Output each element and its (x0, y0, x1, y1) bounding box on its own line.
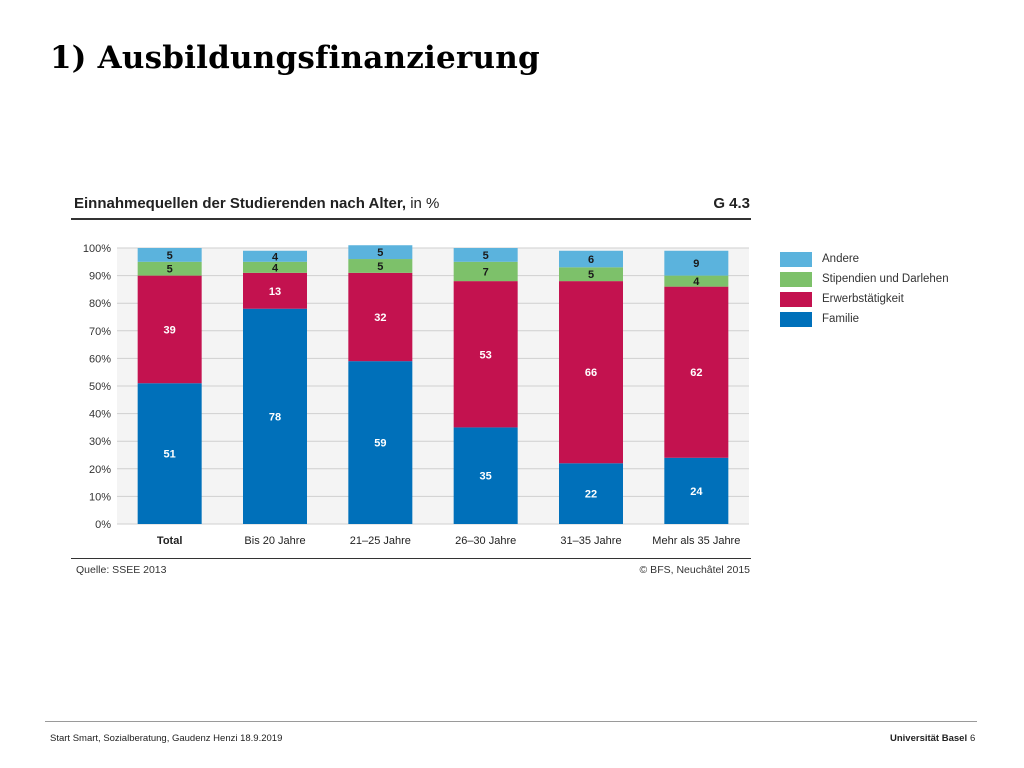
legend-item: Familie (780, 309, 949, 329)
chart-bottom-rule (71, 558, 751, 559)
bar-value-label: 5 (377, 247, 383, 259)
legend-item: Erwerbstätigkeit (780, 289, 949, 309)
legend-swatch (780, 251, 812, 267)
bar-segment (243, 272, 307, 309)
bar-value-label: 53 (480, 349, 492, 361)
bar-value-label: 39 (164, 324, 176, 336)
bar-segment (348, 245, 413, 260)
y-tick-label: 20% (89, 464, 111, 476)
y-tick-label: 90% (89, 271, 111, 283)
x-category-label: 31–35 Jahre (560, 535, 621, 547)
y-tick-label: 80% (89, 298, 111, 310)
y-tick-label: 10% (89, 491, 111, 503)
bar-value-label: 22 (585, 489, 597, 501)
x-category-label: Total (157, 535, 182, 547)
bar-segment (137, 383, 202, 524)
bar-value-label: 6 (588, 254, 594, 266)
bar-value-label: 5 (377, 261, 383, 273)
bar-segment (559, 463, 623, 524)
bar-segment (453, 248, 518, 262)
slide-title: 1) Ausbildungsfinanzierung (50, 40, 540, 76)
x-category-label: Bis 20 Jahre (244, 535, 305, 547)
bar-segment (559, 281, 623, 464)
bar-segment (559, 250, 623, 268)
y-tick-label: 100% (83, 243, 111, 255)
legend-label: Erwerbstätigkeit (822, 293, 904, 305)
bar-segment (243, 250, 307, 262)
bar-value-label: 32 (374, 312, 386, 324)
x-category-label: 21–25 Jahre (350, 535, 411, 547)
footer-text: Start Smart, Sozialberatung, Gaudenz Hen… (50, 733, 283, 744)
bar-segment (664, 457, 729, 524)
y-tick-label: 0% (95, 519, 111, 531)
legend-swatch (780, 311, 812, 327)
bar-segment (664, 286, 729, 458)
bar-value-label: 5 (483, 250, 489, 262)
bar-value-label: 24 (690, 486, 703, 498)
y-tick-label: 50% (89, 381, 111, 393)
footer-page-number: 6 (970, 733, 976, 744)
bar-segment (348, 361, 413, 524)
chart-legend: Andere Stipendien und Darlehen Erwerbstäti… (780, 249, 949, 329)
bar-value-label: 7 (483, 266, 489, 278)
y-tick-label: 40% (89, 409, 111, 421)
bar-value-label: 35 (480, 471, 492, 483)
chart-title-unit: in % (410, 195, 440, 212)
legend-swatch (780, 291, 812, 307)
bar-segment (664, 275, 729, 287)
bar-value-label: 5 (167, 264, 173, 276)
bar-value-label: 5 (588, 269, 594, 281)
legend-label: Andere (822, 253, 860, 265)
chart-copyright: © BFS, Neuchâtel 2015 (639, 564, 750, 576)
legend-swatch (780, 271, 812, 287)
y-tick-label: 70% (89, 326, 111, 338)
chart-figure: Einnahmequellen der Studierenden nach Al… (71, 190, 761, 582)
bar-value-label: 66 (585, 367, 597, 379)
bar-segment (137, 261, 202, 276)
y-tick-label: 30% (89, 436, 111, 448)
legend-label: Stipendien und Darlehen (822, 273, 949, 285)
chart-source: Quelle: SSEE 2013 (76, 564, 167, 576)
bar-value-label: 51 (164, 449, 176, 461)
bar-value-label: 13 (269, 286, 281, 298)
bar-value-label: 4 (272, 262, 279, 274)
bar-segment (453, 261, 518, 282)
chart-code: G 4.3 (713, 195, 750, 212)
chart-plot: 0%10%20%30%40%50%60%70%80%90%100%513955T… (83, 243, 749, 547)
bar-segment (348, 272, 413, 362)
chart-top-rule (71, 218, 751, 220)
footer-organization: Universität Basel (890, 733, 968, 744)
bar-segment (348, 259, 413, 273)
legend-item: Stipendien und Darlehen (780, 269, 949, 289)
x-category-label: Mehr als 35 Jahre (652, 535, 740, 547)
bar-segment (453, 427, 518, 524)
bar-segment (137, 275, 202, 384)
bar-segment (243, 308, 307, 524)
x-category-label: 26–30 Jahre (455, 535, 516, 547)
bar-value-label: 4 (272, 251, 279, 263)
y-tick-label: 60% (89, 353, 111, 365)
chart-title-text: Einnahmequellen der Studierenden nach Al… (74, 195, 407, 212)
bar-value-label: 59 (374, 438, 386, 450)
legend-label: Familie (822, 313, 860, 325)
bar-segment (559, 267, 623, 282)
bar-segment (137, 248, 202, 262)
footer-divider (45, 721, 977, 722)
chart-title: Einnahmequellen der Studierenden nach Al… (74, 195, 439, 212)
bar-value-label: 4 (693, 276, 700, 288)
bar-value-label: 78 (269, 411, 281, 423)
bar-value-label: 62 (690, 367, 702, 379)
bar-segment (243, 261, 307, 273)
legend-item: Andere (780, 249, 949, 269)
bar-segment (664, 250, 729, 276)
bar-value-label: 5 (167, 250, 173, 262)
bar-value-label: 9 (693, 258, 699, 270)
bar-segment (453, 281, 518, 428)
